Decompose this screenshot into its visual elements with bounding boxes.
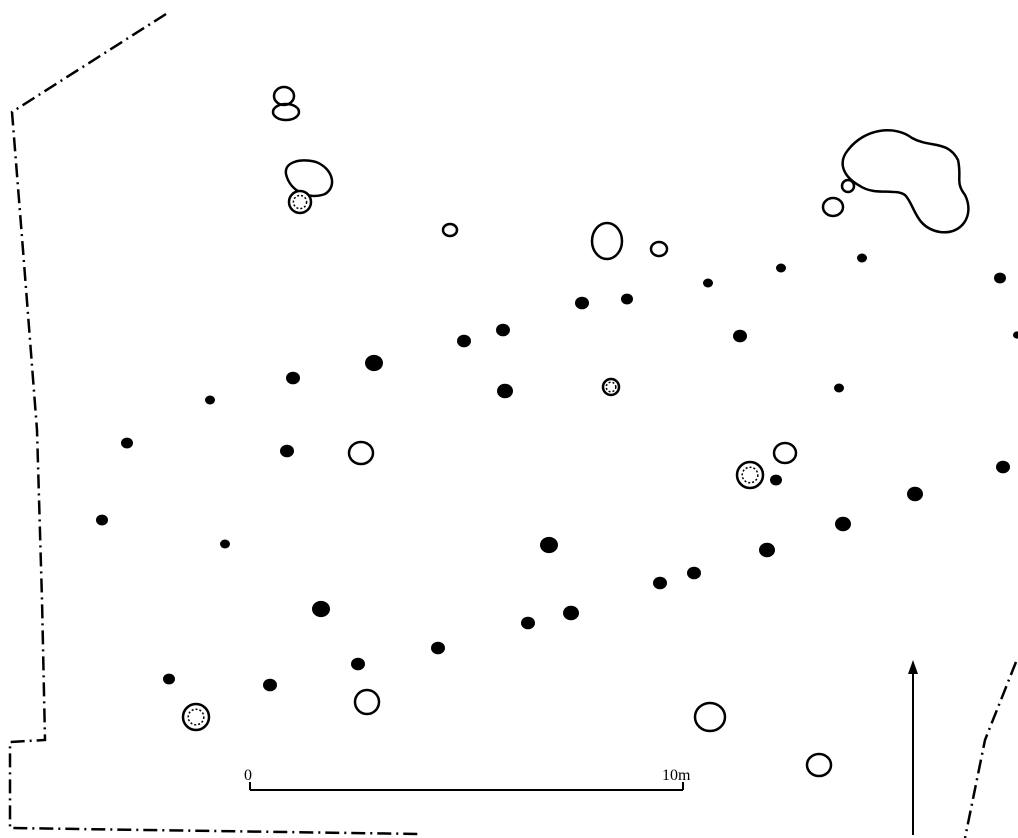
scale-start-label: 0 bbox=[244, 767, 252, 784]
hatched-pit bbox=[181, 702, 211, 732]
pit-outline bbox=[649, 240, 669, 258]
features-outline bbox=[271, 85, 970, 234]
post-hole bbox=[687, 566, 701, 580]
excavation-boundary bbox=[8, 12, 1018, 838]
post-hole bbox=[457, 334, 471, 348]
post-hole bbox=[996, 460, 1010, 474]
north-arrow bbox=[908, 660, 918, 835]
pit bbox=[272, 85, 296, 107]
post-hole bbox=[121, 437, 133, 449]
pit-outline bbox=[805, 752, 833, 778]
pit-outline bbox=[840, 178, 856, 194]
boundary-line bbox=[8, 12, 421, 836]
post-hole bbox=[540, 536, 558, 554]
scale-bar bbox=[249, 782, 684, 791]
hatched-pit-inner bbox=[741, 466, 759, 484]
post-hole bbox=[312, 600, 330, 618]
post-hole bbox=[220, 539, 230, 549]
pit bbox=[284, 159, 334, 198]
post-hole bbox=[575, 296, 589, 310]
hatched-pit-inner bbox=[187, 708, 205, 726]
post-hole bbox=[497, 383, 513, 399]
post-hole bbox=[835, 516, 851, 532]
pit-outline bbox=[353, 688, 381, 716]
post-hole bbox=[286, 371, 300, 385]
hatched-pit-inner bbox=[292, 194, 308, 210]
post-hole bbox=[994, 272, 1006, 284]
hatched-pit bbox=[735, 460, 765, 490]
post-hole bbox=[496, 323, 510, 337]
hatched-pit bbox=[287, 189, 313, 215]
arrow-head bbox=[908, 660, 918, 674]
hatched-pit bbox=[601, 377, 621, 397]
pit-outline bbox=[693, 701, 727, 733]
post-hole bbox=[776, 263, 786, 273]
post-hole bbox=[280, 444, 294, 458]
hatched-pit-inner bbox=[605, 381, 617, 393]
post-hole bbox=[1013, 331, 1018, 339]
post-hole bbox=[621, 293, 633, 305]
post-hole bbox=[733, 329, 747, 343]
post-hole bbox=[263, 678, 277, 692]
post-hole bbox=[96, 514, 108, 526]
post-hole bbox=[431, 641, 445, 655]
pit-outline bbox=[441, 222, 459, 238]
pit bbox=[271, 102, 301, 122]
pit-outline bbox=[347, 440, 375, 466]
post-hole bbox=[834, 383, 844, 393]
pit-outline bbox=[772, 441, 798, 465]
post-hole bbox=[653, 576, 667, 590]
post-hole bbox=[563, 605, 579, 621]
boundary-line bbox=[963, 661, 1018, 838]
post-hole bbox=[907, 486, 923, 502]
pit-large bbox=[841, 129, 970, 234]
post-hole bbox=[770, 474, 782, 486]
post-hole bbox=[365, 354, 383, 372]
post-hole bbox=[857, 253, 867, 263]
pit-outline bbox=[590, 221, 624, 261]
pit-outline bbox=[821, 196, 845, 218]
scale-end-label: 10m bbox=[662, 767, 691, 784]
post-hole bbox=[351, 657, 365, 671]
post-hole bbox=[759, 542, 775, 558]
post-hole bbox=[521, 616, 535, 630]
post-hole bbox=[205, 395, 215, 405]
post-hole bbox=[703, 278, 713, 288]
post-hole bbox=[163, 673, 175, 685]
